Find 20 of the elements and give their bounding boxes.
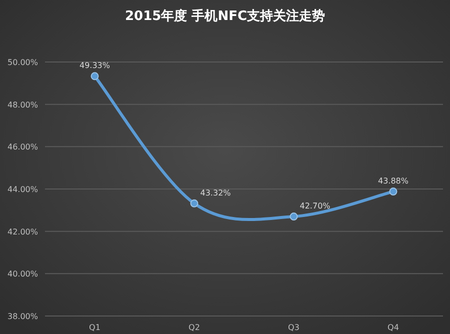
data-label: 43.32%	[200, 188, 232, 198]
data-label: 42.70%	[300, 202, 331, 211]
x-tick-label: Q3	[288, 323, 300, 332]
point	[190, 199, 198, 208]
point	[290, 212, 298, 221]
x-tick-label: Q2	[188, 323, 200, 332]
point	[389, 188, 398, 196]
point	[90, 72, 99, 80]
data-label: 49.33%	[79, 61, 110, 70]
y-tick-label: 42.00%	[7, 227, 38, 236]
x-tick-label: Q1	[89, 323, 100, 332]
y-tick-label: 44.00%	[7, 185, 38, 194]
chart-title: 2015年度 手机NFC支持关注走势	[124, 8, 326, 24]
data-label: 43.88%	[378, 176, 409, 186]
y-tick-label: 40.00%	[7, 270, 38, 279]
y-tick-label: 38.00%	[7, 312, 38, 321]
y-tick-label: 46.00%	[7, 142, 38, 152]
y-tick-label: 48.00%	[7, 100, 38, 110]
x-tick-label: Q4	[388, 323, 399, 332]
y-tick-label: 50.00%	[7, 58, 38, 67]
